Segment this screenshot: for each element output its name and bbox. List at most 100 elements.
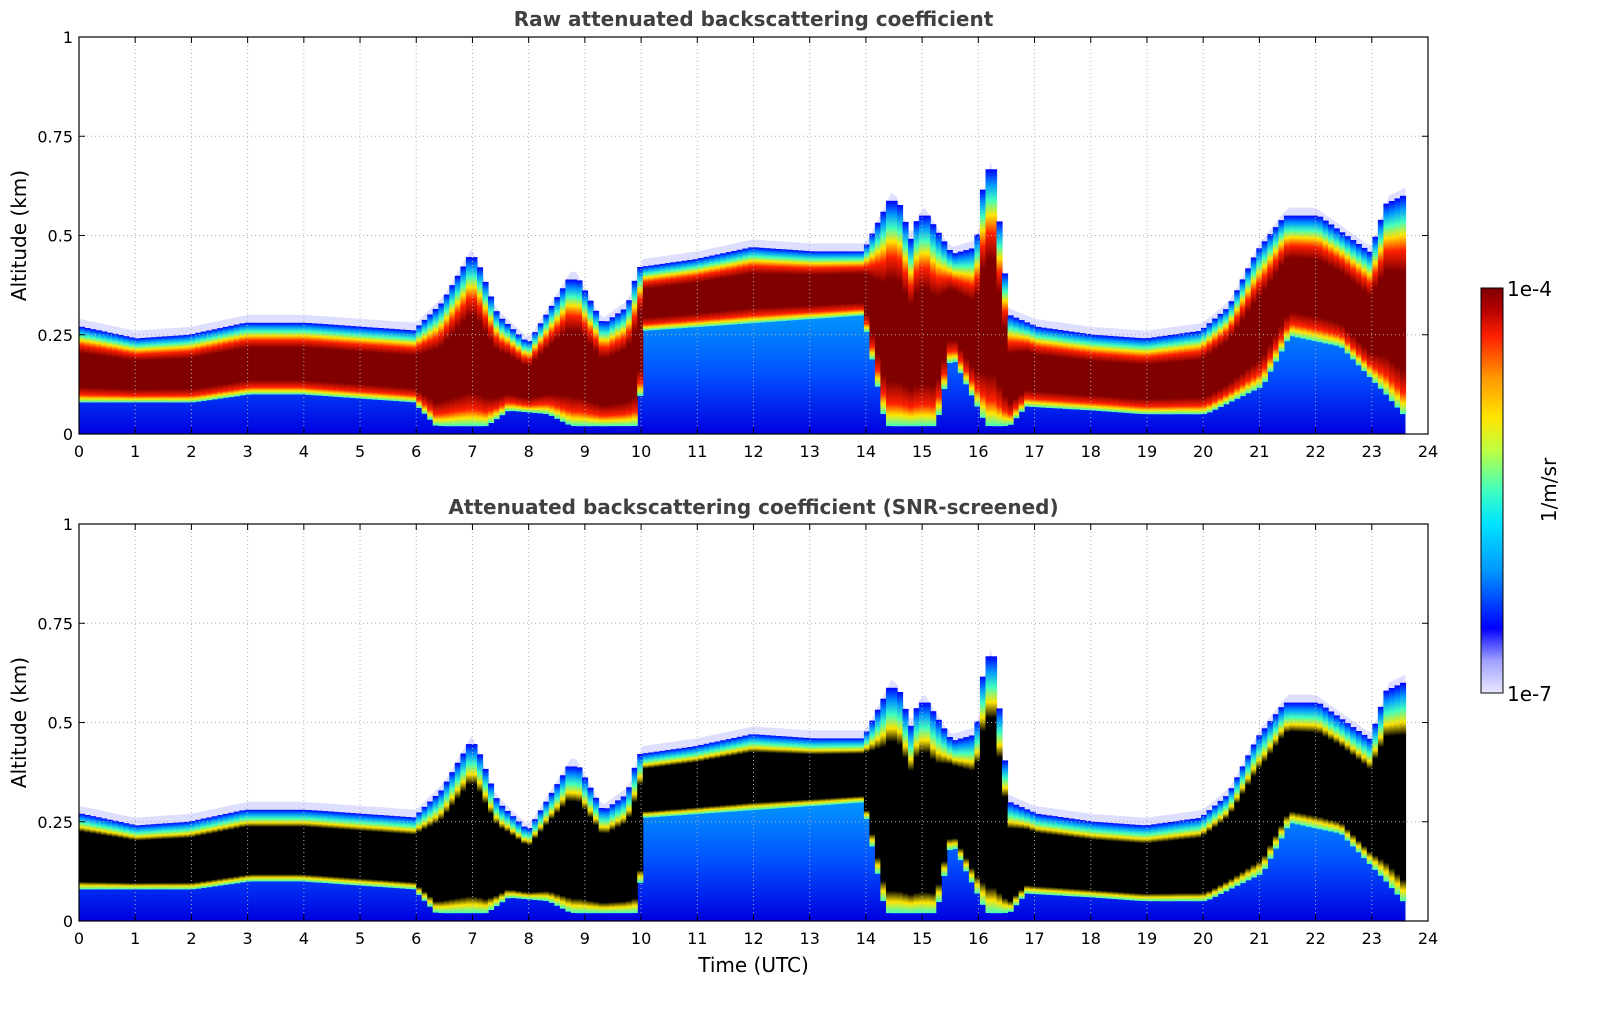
heatmap-cell [1024,322,1031,407]
heatmap-cell [830,251,837,318]
y-tick-label: 0.5 [48,714,73,733]
heatmap-cell [421,319,428,414]
heatmap-cell [327,324,334,397]
heatmap-cell [637,754,644,883]
heatmap-cell [90,329,97,403]
heatmap-cell [913,708,920,914]
heatmap-cell [1228,301,1235,402]
heatmap-cell [758,247,765,323]
x-tick-label: 3 [243,442,253,461]
heatmap-cell [924,215,931,426]
heatmap-cell [300,809,307,882]
heatmap-cell [167,336,174,403]
heatmap-cell [1112,823,1119,900]
heatmap-cell [952,253,959,362]
heatmap-cell [95,330,102,403]
heatmap-cell [79,813,86,890]
y-tick-label: 0.25 [37,813,73,832]
heatmap-cell [1107,335,1114,412]
heatmap-cell [460,266,467,427]
heatmap-cell [117,822,124,890]
colorbar: 1e-4 1e-7 1/m/sr [1480,277,1561,706]
heatmap-cell [1201,814,1208,902]
heatmap-cell [465,744,472,914]
heatmap-cell [620,796,627,913]
heatmap-cell [515,334,522,412]
heatmap-cell [991,169,998,427]
heatmap-cell [1162,822,1169,902]
heatmap-cell [305,323,312,395]
heatmap-cell [394,816,401,889]
x-axis-label: Time (UTC) [697,953,809,977]
heatmap-cell [797,737,804,807]
heatmap-cell [1400,195,1407,415]
heatmap-cell [769,248,776,322]
heatmap-cell [1051,816,1058,896]
x-tick-label: 24 [1418,442,1438,461]
heatmap-cell [1350,240,1357,360]
x-tick-label: 15 [912,929,932,948]
heatmap-cell [769,735,776,809]
x-tick-label: 0 [74,929,84,948]
heatmap-cell [156,823,163,890]
heatmap-cell [499,805,506,903]
heatmap-cell [477,267,484,427]
heatmap-cell [675,748,682,816]
heatmap-cell [626,300,633,426]
heatmap-cell [626,787,633,913]
heatmap-cell [819,738,826,806]
heatmap-cell [847,738,854,804]
heatmap-cell [946,250,953,363]
heatmap-cell [504,811,511,899]
heatmap-cell [1377,219,1384,389]
heatmap-cell [1212,805,1219,897]
heatmap-cell [1245,755,1252,881]
heatmap-cell [178,335,185,403]
heatmap-cell [886,200,893,427]
heatmap-cell [333,811,340,884]
heatmap-cell [1112,336,1119,413]
heatmap-cell [598,808,605,914]
heatmap-cell [786,736,793,808]
x-tick-label: 21 [1249,929,1269,948]
y-tick-label: 0 [63,425,73,444]
heatmap-cell [266,809,273,882]
heatmap-cell [1201,327,1208,415]
heatmap-cell [604,321,611,427]
heatmap-cell [1306,215,1313,340]
heatmap-cell [510,816,517,898]
heatmap-cell [228,325,235,398]
heatmap-cell [222,326,229,398]
x-tick-label: 7 [467,929,477,948]
heatmap-cell [371,814,378,887]
heatmap-cell [438,790,445,913]
heatmap-cell [1234,290,1241,399]
heatmap-cell [576,280,583,427]
x-tick-label: 13 [800,442,820,461]
heatmap-cell [1118,336,1125,413]
heatmap-cell [1029,811,1036,894]
x-tick-label: 0 [74,442,84,461]
heatmap-cell [1366,738,1373,864]
x-tick-label: 5 [355,442,365,461]
heatmap-cell [941,241,948,389]
heatmap-cell [150,824,157,890]
heatmap-cell [968,248,975,396]
heatmap-cell [1322,707,1329,831]
heatmap-cell [128,337,135,403]
heatmap-cell [692,746,699,815]
heatmap-cell [1350,727,1357,847]
colorbar-unit-label: 1/m/sr [1537,457,1561,522]
heatmap-cell [112,333,119,403]
heatmap-cell [1173,821,1180,902]
heatmap-cell [1035,813,1042,895]
heatmap-cell [344,812,351,885]
heatmap-cell [272,322,279,395]
heatmap-cell [1195,331,1202,415]
heatmap-cell [316,323,323,396]
heatmap-cell [946,737,953,850]
heatmap-cell [1250,744,1257,878]
heatmap-cell [1317,216,1324,343]
heatmap-cell [1156,336,1163,415]
heatmap-cell [1217,800,1224,894]
